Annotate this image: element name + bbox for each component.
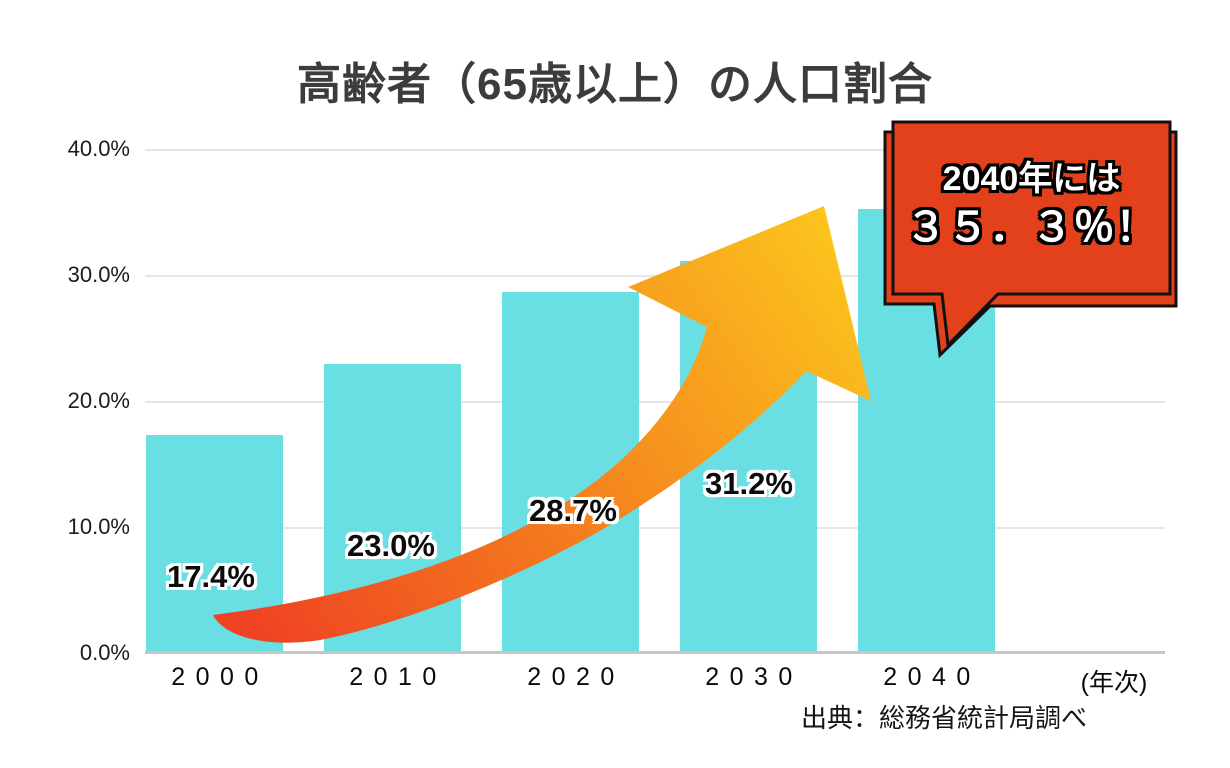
- x-tick-2010: 2010: [349, 663, 447, 691]
- y-tick-30: 30.0%: [67, 262, 130, 287]
- value-label-2030: 31.2%: [705, 466, 793, 501]
- gridline-30pct: [145, 275, 1165, 277]
- y-tick-0: 0.0%: [79, 640, 130, 665]
- gridline-40pct: [145, 149, 1165, 151]
- gridline-20pct: [145, 401, 1165, 403]
- callout-text: 2040年には ３５．３％！: [893, 160, 1170, 250]
- x-tick-2040: 2040: [883, 663, 981, 691]
- x-axis-line: [145, 651, 1165, 654]
- bar-2040: [858, 209, 995, 654]
- callout-line1: 2040年には: [942, 160, 1121, 198]
- x-tick-2020: 2020: [527, 663, 625, 691]
- x-axis-unit-label: (年次): [1080, 669, 1148, 697]
- callout-line2: ３５．３％！: [905, 204, 1158, 250]
- y-tick-20: 20.0%: [67, 388, 130, 413]
- source-note: 出典：総務省統計局調べ: [800, 703, 1087, 733]
- bar-2010: [324, 364, 461, 654]
- bar-2000: [146, 435, 283, 654]
- y-tick-10: 10.0%: [67, 514, 130, 539]
- value-label-2010: 23.0%: [347, 528, 435, 563]
- value-label-2000: 17.4%: [167, 559, 255, 594]
- value-label-2020: 28.7%: [529, 493, 617, 528]
- bar-2020: [502, 292, 639, 654]
- x-tick-2030: 2030: [705, 663, 803, 691]
- y-tick-40: 40.0%: [67, 136, 130, 161]
- chart-title: 高齢者（65歳以上）の人口割合: [297, 60, 933, 109]
- bar-2030: [680, 261, 817, 654]
- x-tick-2000: 2000: [171, 663, 269, 691]
